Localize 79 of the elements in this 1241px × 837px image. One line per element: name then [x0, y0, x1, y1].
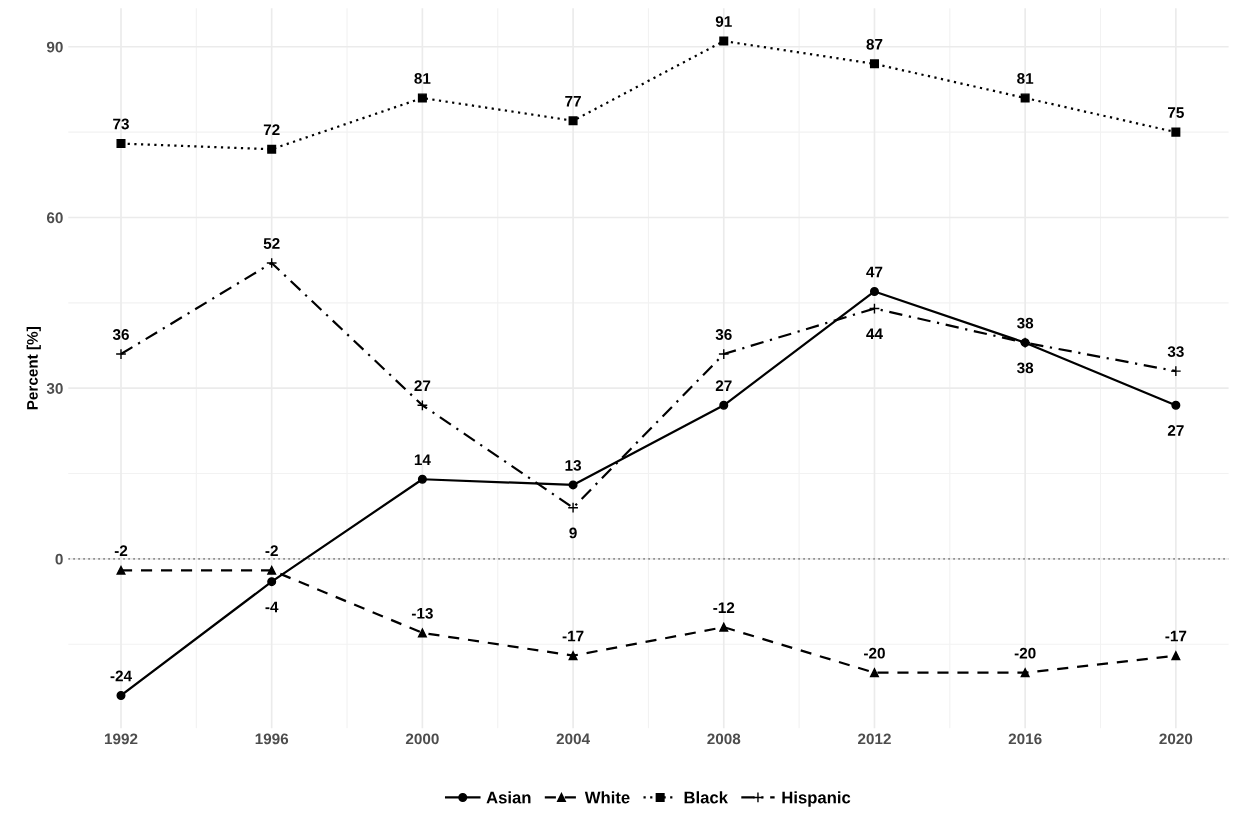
- data-label: -4: [265, 601, 279, 613]
- y-tick-label: 30: [46, 383, 63, 394]
- data-label: 33: [1167, 346, 1184, 358]
- data-label: 9: [569, 527, 577, 539]
- data-label: 81: [414, 73, 431, 84]
- point: [1171, 400, 1181, 410]
- legend-label: Asian: [486, 791, 531, 804]
- x-tick-label: 2016: [1008, 733, 1042, 745]
- data-label: 52: [263, 238, 280, 249]
- point: [417, 93, 427, 103]
- data-label: 47: [866, 266, 883, 278]
- data-label: -2: [265, 545, 278, 556]
- y-tick-label: 60: [46, 212, 63, 224]
- x-tick-label: 1992: [104, 733, 138, 745]
- data-label: 27: [1167, 425, 1184, 436]
- data-label: 73: [113, 118, 129, 130]
- data-label: 72: [263, 124, 280, 135]
- point: [1020, 93, 1030, 103]
- data-label: -17: [562, 630, 584, 642]
- legend-label: Black: [684, 791, 728, 804]
- data-label: 81: [1017, 73, 1034, 84]
- point: [116, 690, 126, 700]
- data-label: -13: [411, 607, 433, 619]
- point: [719, 36, 729, 46]
- x-tick-label: 1996: [255, 733, 289, 745]
- point: [266, 257, 278, 269]
- data-label: 91: [715, 16, 732, 27]
- point: [869, 59, 879, 69]
- x-tick-label: 2000: [405, 733, 439, 745]
- point: [719, 400, 729, 410]
- y-tick-label: 90: [46, 41, 63, 53]
- data-label: 44: [866, 328, 883, 340]
- data-label: 27: [414, 380, 431, 391]
- data-label: 87: [866, 38, 883, 50]
- x-tick-label: 2020: [1159, 733, 1193, 745]
- x-tick-label: 2004: [556, 733, 590, 745]
- point: [869, 286, 879, 296]
- point: [267, 577, 277, 587]
- data-label: -20: [1014, 647, 1036, 659]
- data-label: -17: [1165, 630, 1187, 642]
- data-label: 36: [715, 329, 732, 340]
- data-label: -12: [713, 602, 735, 613]
- point: [868, 302, 881, 315]
- point: [568, 480, 578, 490]
- point: [116, 138, 126, 149]
- x-tick-label: 2008: [707, 733, 741, 745]
- point: [567, 502, 579, 514]
- point: [568, 116, 578, 126]
- data-label: 14: [414, 454, 431, 465]
- data-label: -20: [864, 647, 885, 659]
- point: [1020, 668, 1030, 678]
- data-label: 36: [112, 329, 129, 340]
- point: [416, 399, 428, 411]
- point: [116, 565, 126, 575]
- data-label: -24: [110, 670, 132, 682]
- data-label: -2: [114, 545, 128, 556]
- legend-label: White: [584, 791, 630, 804]
- data-label: 38: [1017, 317, 1034, 329]
- data-label: 13: [565, 459, 582, 471]
- legend-label: Hispanic: [782, 791, 851, 807]
- point: [1171, 651, 1181, 661]
- point: [718, 348, 730, 360]
- point: [1171, 127, 1181, 137]
- point: [869, 668, 879, 678]
- data-label: 75: [1168, 107, 1184, 118]
- data-label: 27: [715, 380, 732, 391]
- point: [1170, 365, 1182, 377]
- x-tick-label: 2012: [858, 733, 891, 745]
- y-axis-title: Percent [%]: [26, 327, 41, 410]
- point: [115, 348, 127, 360]
- data-label: 38: [1017, 362, 1034, 374]
- data-label: 77: [565, 95, 581, 107]
- point: [417, 628, 427, 638]
- point: [417, 474, 427, 484]
- point: [267, 144, 277, 154]
- y-tick-label: 0: [55, 553, 63, 565]
- point: [719, 622, 729, 632]
- point: [267, 565, 277, 575]
- point: [568, 651, 578, 661]
